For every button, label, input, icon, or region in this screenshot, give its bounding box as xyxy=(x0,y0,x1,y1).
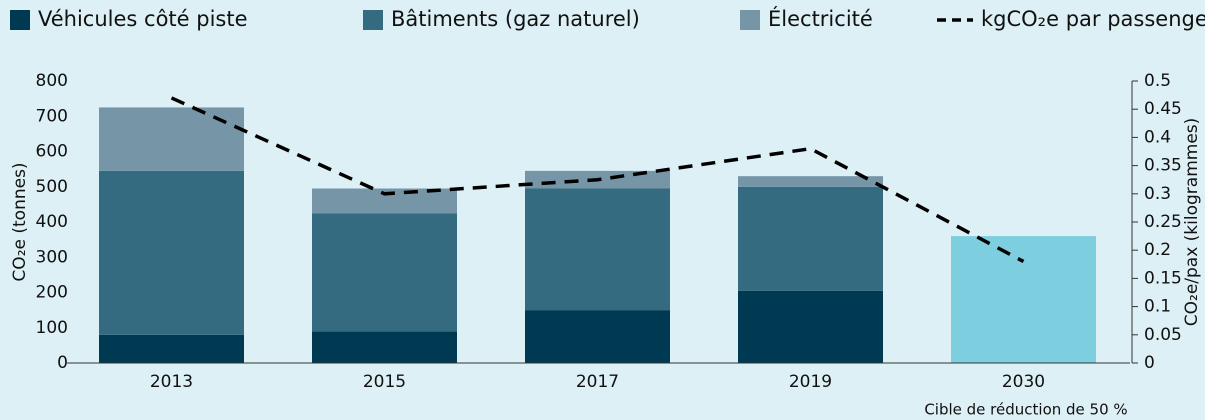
line-series xyxy=(170,96,1025,264)
y-tick-label: 0 xyxy=(57,353,68,373)
target-bar xyxy=(951,236,1096,363)
y2-tick-label: 0.4 xyxy=(1144,127,1171,147)
bar-segment xyxy=(525,188,670,311)
legend-swatch xyxy=(10,10,30,30)
x-tick-label: 2017 xyxy=(576,372,619,392)
y-tick-label: 800 xyxy=(36,71,68,91)
y2-tick-label: 0.3 xyxy=(1144,184,1171,204)
y2-tick-label: 0.25 xyxy=(1144,212,1182,232)
legend-label: Bâtiments (gaz naturel) xyxy=(391,7,640,31)
bar-segment xyxy=(738,290,883,363)
bar-segment xyxy=(312,331,457,363)
y2-tick-label: 0.15 xyxy=(1144,268,1182,288)
x-tick-label: 2015 xyxy=(363,372,406,392)
y-tick-label: 500 xyxy=(36,177,68,197)
y2-axis-label: CO₂e/pax (kilogrammes) xyxy=(1182,118,1202,327)
legend-label: kgCO₂e par passenger xyxy=(981,7,1205,31)
bar-segment xyxy=(738,186,883,291)
y2-tick-label: 0.05 xyxy=(1144,325,1182,345)
bar-segment xyxy=(738,176,883,187)
y-tick-label: 400 xyxy=(36,212,68,232)
x-tick-label: 2030 xyxy=(1002,372,1045,392)
legend-swatch xyxy=(740,10,760,30)
x-tick-label: 2019 xyxy=(789,372,832,392)
y2-tick-label: 0.45 xyxy=(1144,99,1182,119)
y-tick-label: 100 xyxy=(36,318,68,338)
x-tick-label: 2013 xyxy=(150,372,193,392)
y-axis-label: CO₂e (tonnes) xyxy=(10,162,30,281)
bar-segment xyxy=(99,107,244,171)
bar-segment xyxy=(99,334,244,363)
bar-segment xyxy=(99,170,244,335)
legend-swatch xyxy=(363,10,383,30)
y-tick-label: 600 xyxy=(36,142,68,162)
y2-tick-label: 0.2 xyxy=(1144,240,1171,260)
y-tick-label: 700 xyxy=(36,106,68,126)
y2-tick-label: 0.35 xyxy=(1144,156,1182,176)
legend-label: Électricité xyxy=(768,6,873,31)
bar-segment xyxy=(525,310,670,363)
legend-label: Véhicules côté piste xyxy=(38,7,248,31)
y-tick-label: 200 xyxy=(36,283,68,303)
bar-segment xyxy=(312,213,457,332)
y2-tick-label: 0.5 xyxy=(1144,71,1171,91)
y2-tick-label: 0 xyxy=(1144,353,1155,373)
y2-tick-label: 0.1 xyxy=(1144,297,1171,317)
category-note: Cible de réduction de 50 % xyxy=(924,401,1127,419)
y-tick-label: 300 xyxy=(36,247,68,267)
